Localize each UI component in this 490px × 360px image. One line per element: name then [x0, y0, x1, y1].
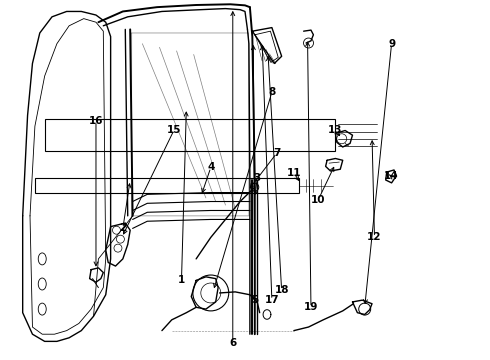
- Text: 16: 16: [89, 116, 103, 126]
- Text: 17: 17: [265, 295, 279, 305]
- Text: 1: 1: [178, 275, 185, 285]
- Text: 18: 18: [274, 285, 289, 296]
- Text: 11: 11: [287, 168, 301, 178]
- Text: 2: 2: [119, 224, 126, 233]
- Text: 13: 13: [328, 125, 343, 135]
- Text: 19: 19: [304, 302, 318, 312]
- Text: 9: 9: [388, 39, 395, 49]
- Text: 10: 10: [311, 195, 325, 205]
- Text: 15: 15: [167, 125, 181, 135]
- Text: 6: 6: [229, 338, 236, 348]
- Text: 4: 4: [207, 162, 215, 172]
- Text: 5: 5: [251, 295, 258, 305]
- Text: 3: 3: [254, 173, 261, 183]
- Text: 7: 7: [273, 148, 280, 158]
- Text: 8: 8: [268, 87, 275, 97]
- Text: 14: 14: [384, 171, 399, 181]
- Text: 12: 12: [367, 232, 382, 242]
